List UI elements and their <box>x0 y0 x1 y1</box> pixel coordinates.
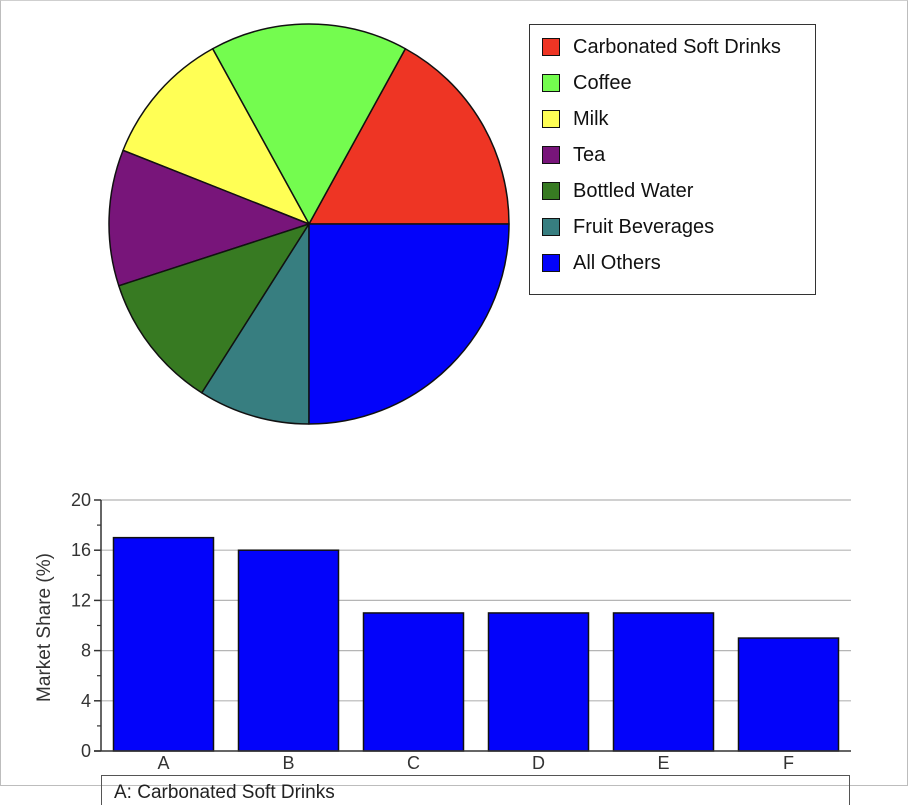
legend-item-bottled-water: Bottled Water <box>542 180 693 202</box>
bar-b <box>237 549 340 752</box>
legend-label: Carbonated Soft Drinks <box>573 35 781 58</box>
x-tick-label: D <box>532 753 545 773</box>
legend-label: All Others <box>573 251 661 274</box>
pie-legend: Carbonated Soft Drinks Coffee Milk Tea Bottl… <box>529 24 816 295</box>
legend-label: Coffee <box>573 71 632 94</box>
y-tick-label: 16 <box>71 540 91 560</box>
legend-item-coffee: Coffee <box>542 72 632 94</box>
pie-slice-all-others <box>308 223 510 425</box>
chart-frame <box>0 0 908 786</box>
y-tick-label: 4 <box>81 691 91 711</box>
pie-slice-milk <box>122 47 310 225</box>
legend-item-tea: Tea <box>542 144 605 166</box>
bar-f <box>737 637 840 752</box>
x-tick-label: E <box>657 753 669 773</box>
y-tick-label: 12 <box>71 590 91 610</box>
bar-a <box>112 536 215 752</box>
pie-slice-coffee <box>211 23 407 225</box>
legend-swatch <box>542 74 560 92</box>
legend-swatch <box>542 110 560 128</box>
legend-swatch <box>542 254 560 272</box>
y-tick-label: 20 <box>71 490 91 510</box>
category-key-table: A: Carbonated Soft Drinks <box>101 775 850 805</box>
legend-label: Milk <box>573 107 609 130</box>
x-tick-label: A <box>157 753 169 773</box>
legend-item-fruit-beverages: Fruit Beverages <box>542 216 714 238</box>
pie-slice-carbonated-soft-drinks <box>308 47 510 225</box>
x-tick-label: F <box>783 753 794 773</box>
category-key-first-row: A: Carbonated Soft Drinks <box>114 782 335 803</box>
legend-item-carbonated-soft-drinks: Carbonated Soft Drinks <box>542 36 781 58</box>
legend-item-all-others: All Others <box>542 252 661 274</box>
legend-swatch <box>542 146 560 164</box>
x-tick-label: B <box>282 753 294 773</box>
legend-label: Fruit Beverages <box>573 215 715 238</box>
bar-e <box>612 612 715 752</box>
pie-chart <box>108 23 510 425</box>
y-tick-label: 0 <box>81 741 91 761</box>
pie-slice-fruit-beverages <box>201 223 310 425</box>
legend-swatch <box>542 38 560 56</box>
legend-label: Tea <box>573 143 606 166</box>
x-tick-label: C <box>407 753 420 773</box>
legend-label: Bottled Water <box>573 179 694 202</box>
pie-slice-bottled-water <box>118 223 310 394</box>
y-tick-label: 8 <box>81 641 91 661</box>
bar-c <box>362 612 465 752</box>
y-axis-label: Market Share (%) <box>34 553 55 702</box>
legend-swatch <box>542 182 560 200</box>
legend-item-milk: Milk <box>542 108 609 130</box>
bar-d <box>487 612 590 752</box>
pie-slice-tea <box>108 149 310 287</box>
legend-swatch <box>542 218 560 236</box>
